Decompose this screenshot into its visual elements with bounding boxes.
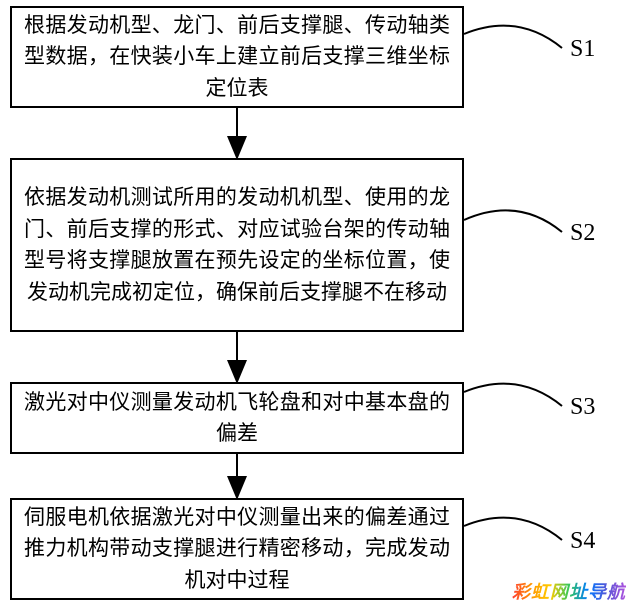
flow-node-s1: 根据发动机型、龙门、前后支撑腿、传动轴类型数据，在快装小车上建立前后支撑三维坐标… [10, 6, 464, 108]
watermark: 彩虹网址导航 [512, 578, 626, 604]
label-curve-s1 [464, 26, 562, 48]
flow-node-s2: 依据发动机测试所用的发动机机型、使用的龙门、前后支撑的形式、对应试验台架的传动轴… [10, 158, 464, 332]
flow-node-s2-text: 依据发动机测试所用的发动机机型、使用的龙门、前后支撑的形式、对应试验台架的传动轴… [24, 182, 450, 308]
flow-label-s4: S4 [570, 528, 595, 555]
flow-label-s3: S3 [570, 394, 595, 421]
flow-node-s3: 激光对中仪测量发动机飞轮盘和对中基本盘的偏差 [10, 382, 464, 454]
flow-label-s1: S1 [570, 36, 595, 63]
flowchart-diagram: 根据发动机型、龙门、前后支撑腿、传动轴类型数据，在快装小车上建立前后支撑三维坐标… [0, 0, 630, 608]
flow-node-s1-text: 根据发动机型、龙门、前后支撑腿、传动轴类型数据，在快装小车上建立前后支撑三维坐标… [24, 10, 450, 105]
label-curve-s2 [464, 210, 562, 232]
flow-label-s2: S2 [570, 220, 595, 247]
flow-node-s4-text: 伺服电机依据激光对中仪测量出来的偏差通过推力机构带动支撑腿进行精密移动，完成发动… [24, 502, 450, 597]
flow-node-s4: 伺服电机依据激光对中仪测量出来的偏差通过推力机构带动支撑腿进行精密移动，完成发动… [10, 498, 464, 600]
label-curve-s3 [464, 384, 562, 406]
label-curve-s4 [464, 518, 562, 540]
flow-node-s3-text: 激光对中仪测量发动机飞轮盘和对中基本盘的偏差 [24, 387, 450, 450]
